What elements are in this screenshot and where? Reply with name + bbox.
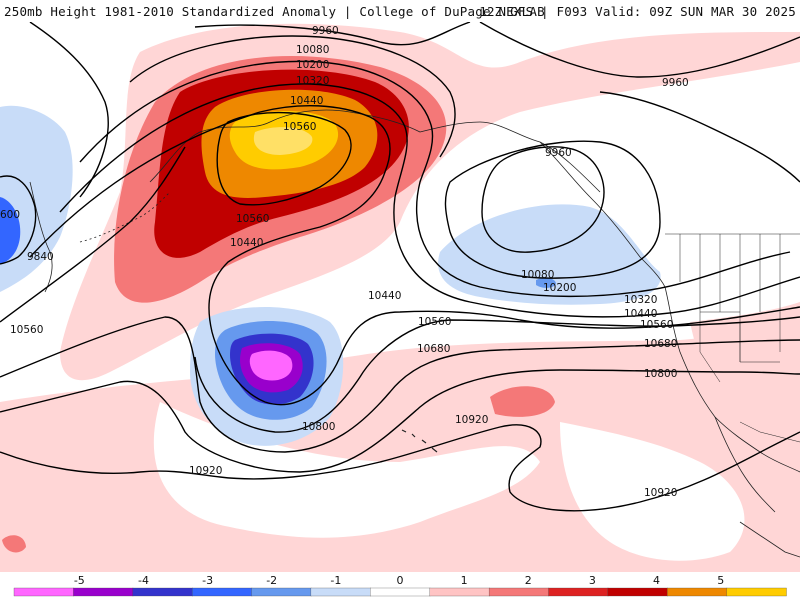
contour-10080-north [129,35,456,158]
anomaly-minus-2-offshore-spot [536,277,556,288]
anomaly-plus-2-small [2,535,26,553]
colorbar-swatch [132,587,193,597]
colorbar-swatch [488,587,550,597]
label-10320-east: 10320 [624,294,657,306]
contour-9960-trough [481,146,605,253]
colorbar-tick-label: -2 [266,574,277,587]
contour-10320 [59,83,800,318]
colorbar-swatch [667,587,728,597]
contour-10560-inner [216,111,352,206]
us-west-coast [664,286,800,473]
colorbar-swatch [73,587,134,597]
anomaly-plus-2-south [490,386,555,417]
contour-10440-north [29,105,391,333]
anomaly-map: 9960 10080 10200 10320 10440 10560 9960 … [0,22,800,572]
label-10560-east: 10560 [640,319,673,331]
colorbar-tick-label: -4 [138,574,149,587]
canada-coast [539,141,666,288]
contour-9960-west [29,22,109,198]
contour-10200 [79,60,791,298]
label-10440-ridge: 10440 [230,237,263,249]
baja-coast [714,416,776,513]
aleutian-chain [79,191,171,243]
label-10440-north: 10440 [290,95,323,107]
colorbar-swatch [429,587,490,597]
colorbar-tick-label: 5 [717,574,724,587]
colorbar-swatch [370,587,431,597]
colorbar-tick-label: -5 [74,574,85,587]
label-10560-south: 10560 [418,316,451,328]
colorbar-tick-label: 4 [653,574,660,587]
colorbar-swatch [726,587,787,597]
label-10800-south: 10800 [302,421,335,433]
contour-10920 [0,424,800,512]
contour-10680 [0,316,800,453]
label-10560-ridge: 10560 [236,213,269,225]
label-9960-north: 9960 [312,25,339,37]
anomaly-colorbar: -5 -4 -3 -2 -1 0 1 2 3 4 5 [0,572,800,600]
neutral-area-east [560,422,745,561]
label-600-west: 600 [0,209,20,221]
alaska-coast [149,109,601,193]
label-10440-east: 10440 [624,308,657,320]
model-run-info: 12Z GFS | F093 Valid: 09Z SUN MAR 30 202… [479,4,796,19]
label-10320-north: 10320 [296,75,329,87]
kamchatka-coast [29,181,53,293]
colorbar-tick-label: 3 [589,574,596,587]
label-10920-west: 10920 [189,465,222,477]
contour-10560-west [0,146,186,323]
label-10560-west: 10560 [10,324,43,336]
label-10440-south: 10440 [368,290,401,302]
colorbar-tick-label: 2 [525,574,532,587]
colorbar-tick-labels: -5 -4 -3 -2 -1 0 1 2 3 4 5 [74,574,724,587]
contour-9960-east-low [599,91,800,183]
label-10920-east: 10920 [644,487,677,499]
height-contours [0,22,800,512]
contour-9960-north [194,22,471,46]
label-10200-trough: 10200 [543,282,576,294]
anomaly-minus-5-trough [249,350,293,381]
label-10080-north: 10080 [296,44,329,56]
colorbar-swatch [192,587,253,597]
contour-10800 [0,369,800,473]
colorbar-swatch [607,587,668,597]
label-10800-east: 10800 [644,368,677,380]
label-10680-south: 10680 [417,343,450,355]
colorbar-swatch [310,587,371,597]
positive-anomaly-west-coast [690,302,800,472]
label-9960-trough: 9960 [545,147,572,159]
colorbar-swatch [251,587,312,597]
label-10920-center: 10920 [455,414,488,426]
contour-9960-east [479,22,800,78]
label-10560-core: 10560 [283,121,316,133]
anomaly-minus-1-offshore [438,204,661,305]
contour-9840-west [0,175,37,265]
label-10200-north: 10200 [296,59,329,71]
label-9960-east: 9960 [662,77,689,89]
label-9840-west: 9840 [27,251,54,263]
contour-labels: 9960 10080 10200 10320 10440 10560 9960 … [0,25,689,499]
header-bar: 250mb Height 1981-2010 Standardized Anom… [0,0,800,22]
anomaly-plus-5-core [253,127,313,155]
colorbar-swatches [13,587,787,597]
map-title: 250mb Height 1981-2010 Standardized Anom… [4,4,545,19]
colorbar-swatch [548,587,609,597]
colorbar-swatch [13,587,75,597]
hawaii-islands [401,429,438,453]
label-10080-trough: 10080 [521,269,554,281]
anomaly-minus-2-west [0,197,21,264]
mexico-coast [739,521,800,558]
label-10680-east: 10680 [644,338,677,350]
colorbar-tick-label: 1 [461,574,468,587]
colorbar-tick-label: -3 [202,574,213,587]
contour-10560-south [194,316,800,433]
colorbar-tick-label: -1 [330,574,341,587]
contour-10080-trough [444,140,661,279]
colorbar-tick-label: 0 [397,574,404,587]
